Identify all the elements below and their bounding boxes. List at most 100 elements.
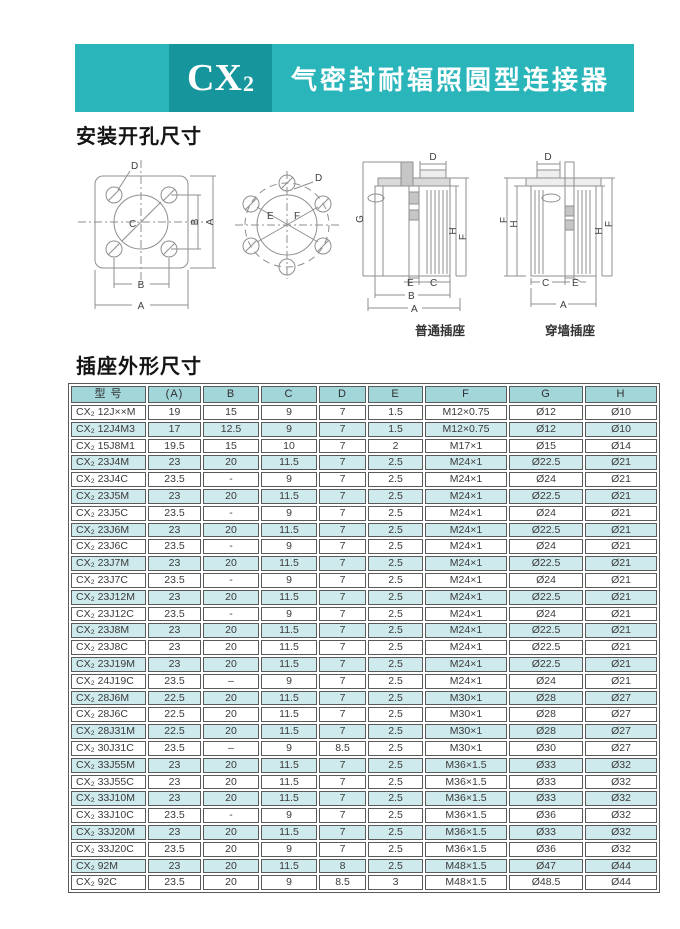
value-cell: 20: [203, 858, 259, 874]
value-cell: M24×1: [425, 589, 507, 605]
dim-label-f: F: [294, 211, 300, 222]
value-cell: Ø22.5: [509, 488, 583, 504]
value-cell: 11.5: [261, 824, 317, 840]
value-cell: Ø28: [509, 724, 583, 739]
value-cell: 7: [319, 841, 366, 857]
value-cell: 20: [203, 656, 259, 672]
value-cell: 17: [148, 421, 201, 437]
value-cell: 20: [203, 589, 259, 605]
value-cell: 7: [319, 640, 366, 655]
value-cell: Ø21: [585, 606, 657, 622]
table-row: CX₂ 23J6C 23.5-9 7 2.5 M24×1 Ø24 Ø21: [71, 539, 657, 555]
model-cell: CX₂ 33J55C: [71, 774, 146, 790]
value-cell: M36×1.5: [425, 824, 507, 840]
value-cell: 9: [261, 606, 317, 622]
value-cell: M48×1.5: [425, 875, 507, 891]
dim-label-e: E: [407, 278, 414, 289]
value-cell: M24×1: [425, 606, 507, 622]
value-cell: 20: [203, 841, 259, 857]
table-row: CX₂ 23J19M 23 20 11.5 7 2.5 M24×1 Ø22.5 Ø21: [71, 656, 657, 672]
value-cell: Ø24: [509, 572, 583, 588]
value-cell: M24×1: [425, 522, 507, 538]
value-cell: 23: [148, 623, 201, 639]
value-cell: 20: [203, 724, 259, 739]
value-cell: 11.5: [261, 757, 317, 773]
table-row: CX₂ 33J20C 23.5 20 9 7 2.5 M36×1.5 Ø36 Ø32: [71, 841, 657, 857]
value-cell: 2.5: [368, 455, 423, 471]
value-cell: 9: [261, 808, 317, 823]
table-row: CX₂ 92C 23.5 20 9 8.5 3 M48×1.5 Ø48.5 Ø44: [71, 875, 657, 891]
value-cell: M30×1: [425, 690, 507, 706]
outline-dimensions-heading: 插座外形尺寸: [76, 356, 202, 378]
value-cell: M36×1.5: [425, 808, 507, 823]
value-cell: 20: [203, 757, 259, 773]
dim-label-e: E: [267, 211, 274, 222]
value-cell: Ø21: [585, 623, 657, 639]
value-cell: 11.5: [261, 488, 317, 504]
table-row: CX₂ 12J4M3 17 12.5 9 7 1.5 M12×0.75 Ø12 Ø10: [71, 421, 657, 437]
through-wall-socket-caption: 穿墙插座: [544, 324, 595, 338]
table-row: CX₂ 33J20M 23 20 11.5 7 2.5 M36×1.5 Ø33 Ø32: [71, 824, 657, 840]
value-cell: 2.5: [368, 472, 423, 487]
value-cell: 2.5: [368, 858, 423, 874]
table-row: CX₂ 30J31C 23.5–9 8.5 2.5 M30×1 Ø30 Ø27: [71, 740, 657, 756]
model-cell: CX₂ 23J12C: [71, 606, 146, 622]
value-cell: Ø21: [585, 455, 657, 471]
value-cell: Ø21: [585, 673, 657, 689]
value-cell: 20: [203, 522, 259, 538]
table-row: CX₂ 92M 23 20 11.5 8 2.5 M48×1.5 Ø47 Ø44: [71, 858, 657, 874]
value-cell: 23.5: [148, 673, 201, 689]
value-cell: M24×1: [425, 539, 507, 555]
value-cell: M24×1: [425, 656, 507, 672]
value-cell: -: [203, 539, 259, 555]
value-cell: Ø27: [585, 690, 657, 706]
value-cell: Ø21: [585, 640, 657, 655]
value-cell: 23.5: [148, 875, 201, 891]
value-cell: Ø21: [585, 488, 657, 504]
value-cell: 11.5: [261, 774, 317, 790]
value-cell: Ø10: [585, 421, 657, 437]
value-cell: 7: [319, 572, 366, 588]
value-cell: Ø12: [509, 405, 583, 420]
value-cell: 23.5: [148, 808, 201, 823]
value-cell: 23: [148, 757, 201, 773]
value-cell: 19.5: [148, 438, 201, 454]
value-cell: 2.5: [368, 808, 423, 823]
value-cell: M48×1.5: [425, 858, 507, 874]
value-cell: 7: [319, 438, 366, 454]
column-header-a: (A): [148, 386, 201, 403]
value-cell: Ø22.5: [509, 589, 583, 605]
value-cell: 7: [319, 623, 366, 639]
value-cell: Ø15: [509, 438, 583, 454]
value-cell: 23: [148, 791, 201, 807]
value-cell: Ø27: [585, 707, 657, 723]
dim-label-c: C: [129, 219, 136, 230]
dim-label-h: H: [594, 227, 605, 234]
value-cell: Ø21: [585, 472, 657, 487]
through-wall-socket-drawing: [504, 161, 615, 307]
standard-socket-caption: 普通插座: [414, 324, 465, 338]
value-cell: 7: [319, 539, 366, 555]
value-cell: M30×1: [425, 724, 507, 739]
value-cell: 11.5: [261, 522, 317, 538]
spec-table-body: CX₂ 12J××M 19 15 9 7 1.5 M12×0.75 Ø12 Ø10 CX₂ 12J…: [71, 405, 657, 891]
column-header-f: F: [425, 386, 507, 403]
dim-label-c: C: [542, 278, 549, 289]
value-cell: 15: [203, 438, 259, 454]
value-cell: M24×1: [425, 640, 507, 655]
value-cell: 7: [319, 405, 366, 420]
value-cell: 2.5: [368, 606, 423, 622]
value-cell: Ø24: [509, 505, 583, 521]
value-cell: 7: [319, 488, 366, 504]
square-flange-drawing: [78, 160, 216, 309]
product-code: CX: [187, 57, 242, 99]
value-cell: 22.5: [148, 690, 201, 706]
value-cell: 10: [261, 438, 317, 454]
table-row: CX₂ 28J6M 22.5 20 11.5 7 2.5 M30×1 Ø28 Ø27: [71, 690, 657, 706]
value-cell: 7: [319, 707, 366, 723]
table-row: CX₂ 24J19C 23.5–9 7 2.5 M24×1 Ø24 Ø21: [71, 673, 657, 689]
value-cell: Ø33: [509, 757, 583, 773]
value-cell: 1.5: [368, 405, 423, 420]
dim-label-f: F: [604, 221, 615, 227]
value-cell: Ø22.5: [509, 455, 583, 471]
